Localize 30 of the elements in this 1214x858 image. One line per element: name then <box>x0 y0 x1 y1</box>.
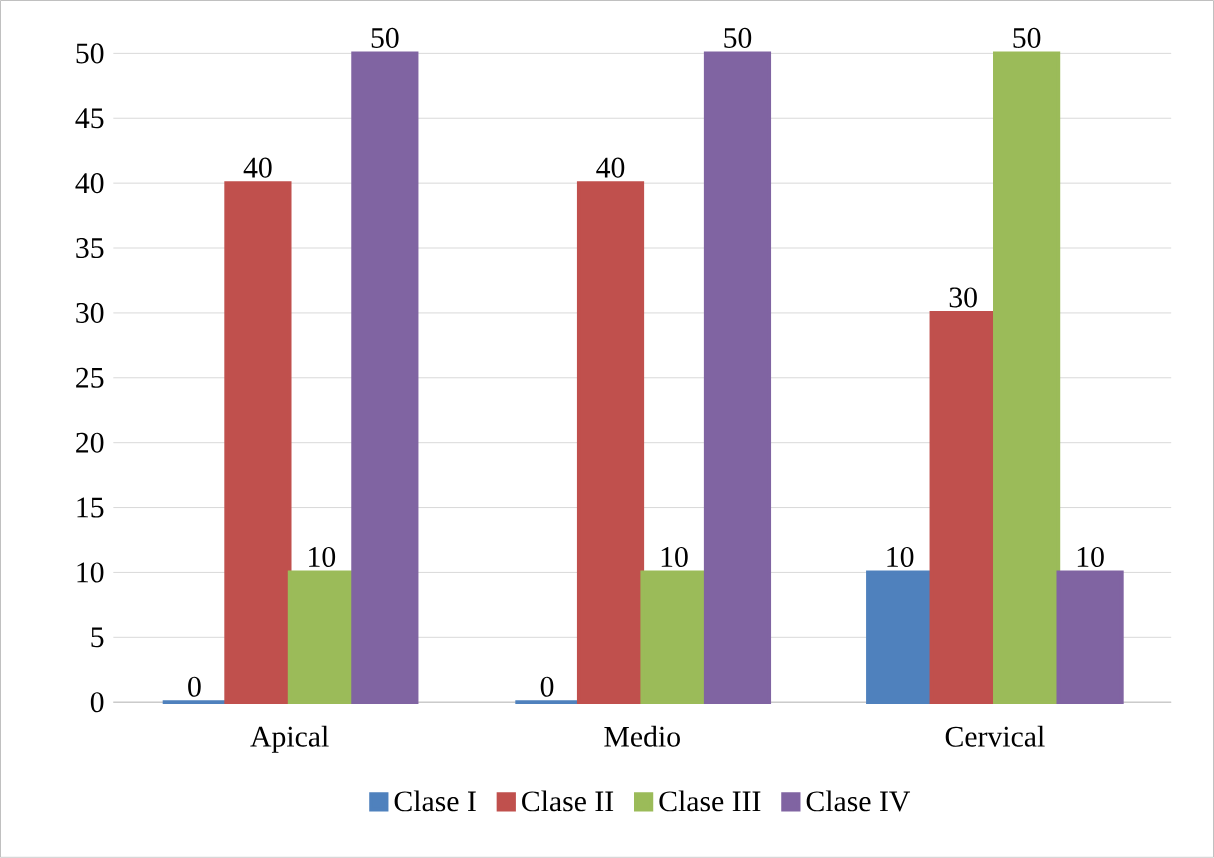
data-label: 0 <box>188 676 201 697</box>
legend-label: Clase III <box>659 790 761 812</box>
data-label: 30 <box>949 287 977 308</box>
y-tick-label: 15 <box>77 497 104 518</box>
legend-label: Clase I <box>394 790 476 812</box>
x-tick-label: Medio <box>604 725 680 747</box>
y-tick-label: 30 <box>76 302 104 324</box>
data-label: 10 <box>309 546 336 568</box>
data-label: 10 <box>1077 546 1104 568</box>
data-label: 50 <box>1013 27 1041 48</box>
data-label: 0 <box>540 676 554 697</box>
legend-label: Clase II <box>522 790 614 812</box>
legend-label: Clase IV <box>806 790 911 812</box>
y-tick-label: 10 <box>77 562 104 583</box>
y-tick-label: 0 <box>90 692 104 713</box>
data-label: 50 <box>724 27 752 48</box>
data-label: 50 <box>371 27 399 48</box>
data-label: 40 <box>243 157 272 178</box>
y-tick-label: 20 <box>76 432 104 453</box>
x-tick-label: Cervical <box>945 725 1045 747</box>
data-label: 40 <box>596 157 625 178</box>
x-tick-label: Apical <box>250 725 329 753</box>
y-tick-label: 40 <box>75 173 104 194</box>
y-tick-label: 25 <box>76 367 104 388</box>
y-tick-label: 45 <box>75 108 104 129</box>
y-tick-label: 50 <box>76 43 104 64</box>
y-tick-label: 35 <box>76 238 104 259</box>
data-label: 10 <box>661 546 688 568</box>
y-tick-label: 5 <box>91 627 104 648</box>
data-label: 10 <box>887 546 914 568</box>
